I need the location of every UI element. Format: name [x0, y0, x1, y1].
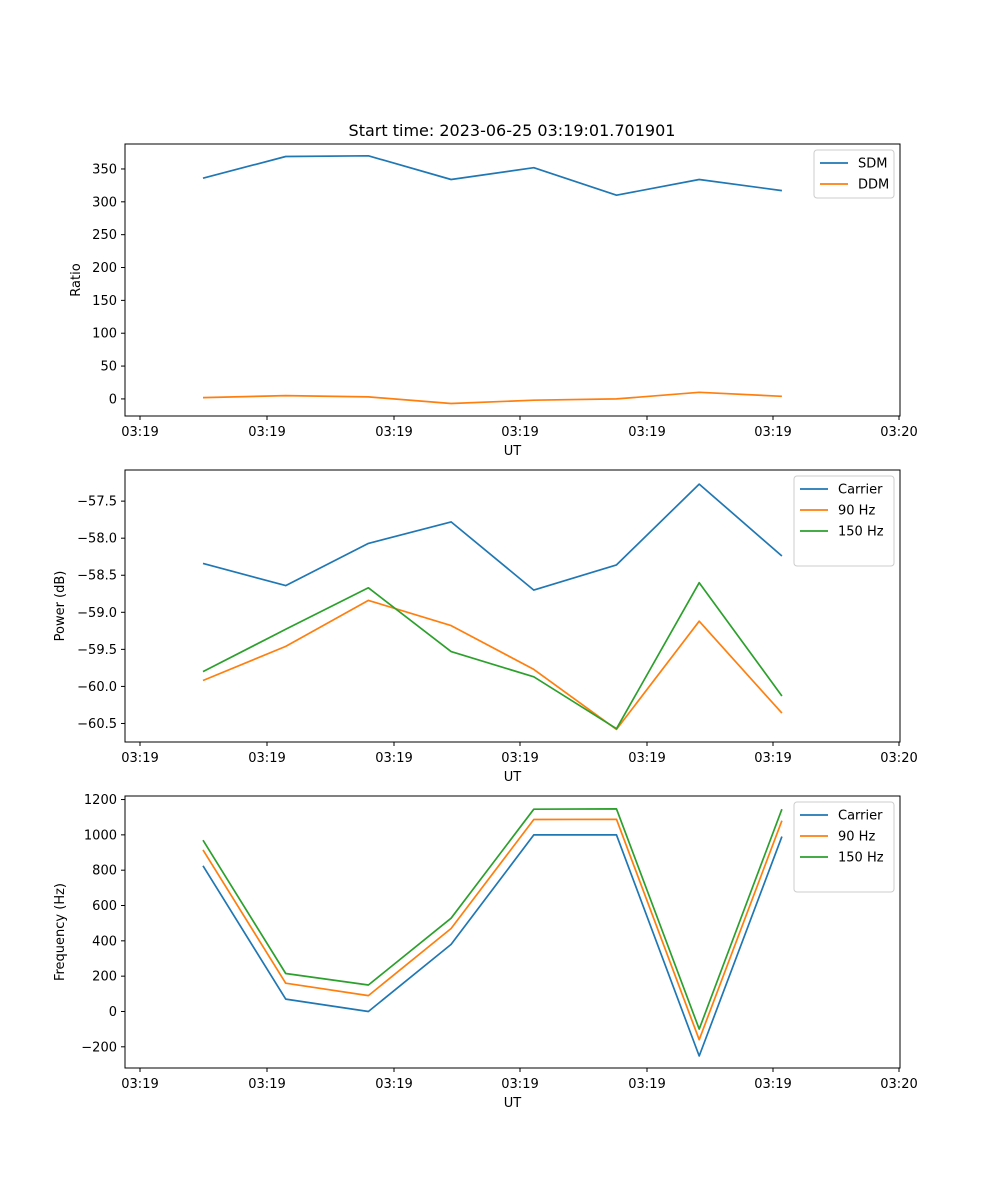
y-tick-label: 150: [92, 294, 117, 309]
chart-title: Start time: 2023-06-25 03:19:01.701901: [349, 121, 676, 140]
x-axis-label: UT: [504, 444, 522, 459]
series-line-carrier: [202, 483, 783, 591]
y-tick-label: 400: [92, 934, 117, 949]
x-tick-label: 03:20: [880, 425, 917, 440]
y-tick-label: 350: [92, 162, 117, 177]
y-tick-label: 250: [92, 228, 117, 243]
x-tick-label: 03:19: [121, 1077, 158, 1092]
x-tick-label: 03:19: [754, 425, 791, 440]
series-line-150-hz: [202, 581, 783, 730]
legend-entry: 150 Hz: [838, 851, 884, 866]
y-tick-label: −58.0: [77, 532, 117, 547]
legend: Carrier 90 Hz 150 Hz: [793, 801, 895, 893]
legend: SDM DDM: [813, 149, 895, 199]
legend-entry: DDM: [858, 178, 889, 193]
legend: Carrier 90 Hz 150 Hz: [793, 475, 895, 567]
axes-frame: [124, 795, 901, 1069]
y-tick-label: −60.0: [77, 680, 117, 695]
x-tick-label: 03:19: [501, 751, 538, 766]
y-tick-label: −200: [81, 1040, 117, 1055]
x-tick-label: 03:19: [754, 1077, 791, 1092]
y-tick-label: −60.5: [77, 717, 117, 732]
x-axis-label: UT: [504, 1096, 522, 1111]
axes-frame: [124, 143, 901, 417]
legend-box: [793, 475, 895, 567]
x-tick-label: 03:19: [375, 751, 412, 766]
y-tick-label: 50: [100, 360, 117, 375]
series-line-90-hz: [202, 818, 783, 1041]
x-tick-label: 03:19: [501, 1077, 538, 1092]
legend-entry: Carrier: [838, 483, 883, 498]
y-tick-label: −57.5: [77, 495, 117, 510]
x-tick-label: 03:20: [880, 751, 917, 766]
legend-entry: SDM: [858, 157, 887, 172]
y-axis-label: Power (dB): [53, 571, 68, 642]
y-tick-label: 600: [92, 899, 117, 914]
x-tick-label: 03:19: [121, 425, 158, 440]
y-tick-label: 0: [109, 392, 117, 407]
x-tick-label: 03:19: [754, 751, 791, 766]
y-axis-label: Ratio: [69, 263, 84, 296]
x-tick-label: 03:19: [375, 1077, 412, 1092]
y-tick-label: 0: [109, 1005, 117, 1020]
legend-entry: 90 Hz: [838, 504, 875, 519]
x-tick-label: 03:19: [248, 751, 285, 766]
x-tick-label: 03:19: [501, 425, 538, 440]
legend-entry: Carrier: [838, 809, 883, 824]
series-line-150-hz: [202, 808, 783, 1030]
axes-frame: [124, 469, 901, 743]
y-axis-label: Frequency (Hz): [53, 883, 68, 981]
legend-box: [793, 801, 895, 893]
y-tick-label: 1200: [84, 793, 117, 808]
y-tick-label: 300: [92, 195, 117, 210]
series-line-sdm: [202, 154, 783, 197]
x-tick-label: 03:20: [880, 1077, 917, 1092]
x-tick-label: 03:19: [628, 425, 665, 440]
x-axis-label: UT: [504, 770, 522, 785]
legend-entry: 90 Hz: [838, 830, 875, 845]
y-tick-label: −59.0: [77, 606, 117, 621]
series-line-90-hz: [202, 599, 783, 731]
series-line-ddm: [202, 391, 782, 405]
y-tick-label: −58.5: [77, 569, 117, 584]
x-tick-label: 03:19: [248, 425, 285, 440]
x-tick-label: 03:19: [375, 425, 412, 440]
panel-2: 03:19 03:19 03:19 03:19 03:19 03:19 03:20 UT −60…: [53, 469, 918, 785]
x-tick-label: 03:19: [628, 1077, 665, 1092]
y-tick-label: −59.5: [77, 643, 117, 658]
x-tick-label: 03:19: [628, 751, 665, 766]
y-tick-label: 100: [92, 327, 117, 342]
x-tick-label: 03:19: [248, 1077, 285, 1092]
series-line-carrier: [202, 834, 783, 1057]
y-tick-label: 800: [92, 864, 117, 879]
y-tick-label: 1000: [84, 828, 117, 843]
panel-1: 03:19 03:19 03:19 03:19 03:19 03:19 03:20 UT 0 50…: [69, 143, 918, 459]
legend-box: [813, 149, 895, 199]
y-tick-label: 200: [92, 261, 117, 276]
panel-3: 03:19 03:19 03:19 03:19 03:19 03:19 03:20 UT −20…: [53, 793, 918, 1111]
x-tick-label: 03:19: [121, 751, 158, 766]
legend-entry: 150 Hz: [838, 525, 884, 540]
y-tick-label: 200: [92, 970, 117, 985]
